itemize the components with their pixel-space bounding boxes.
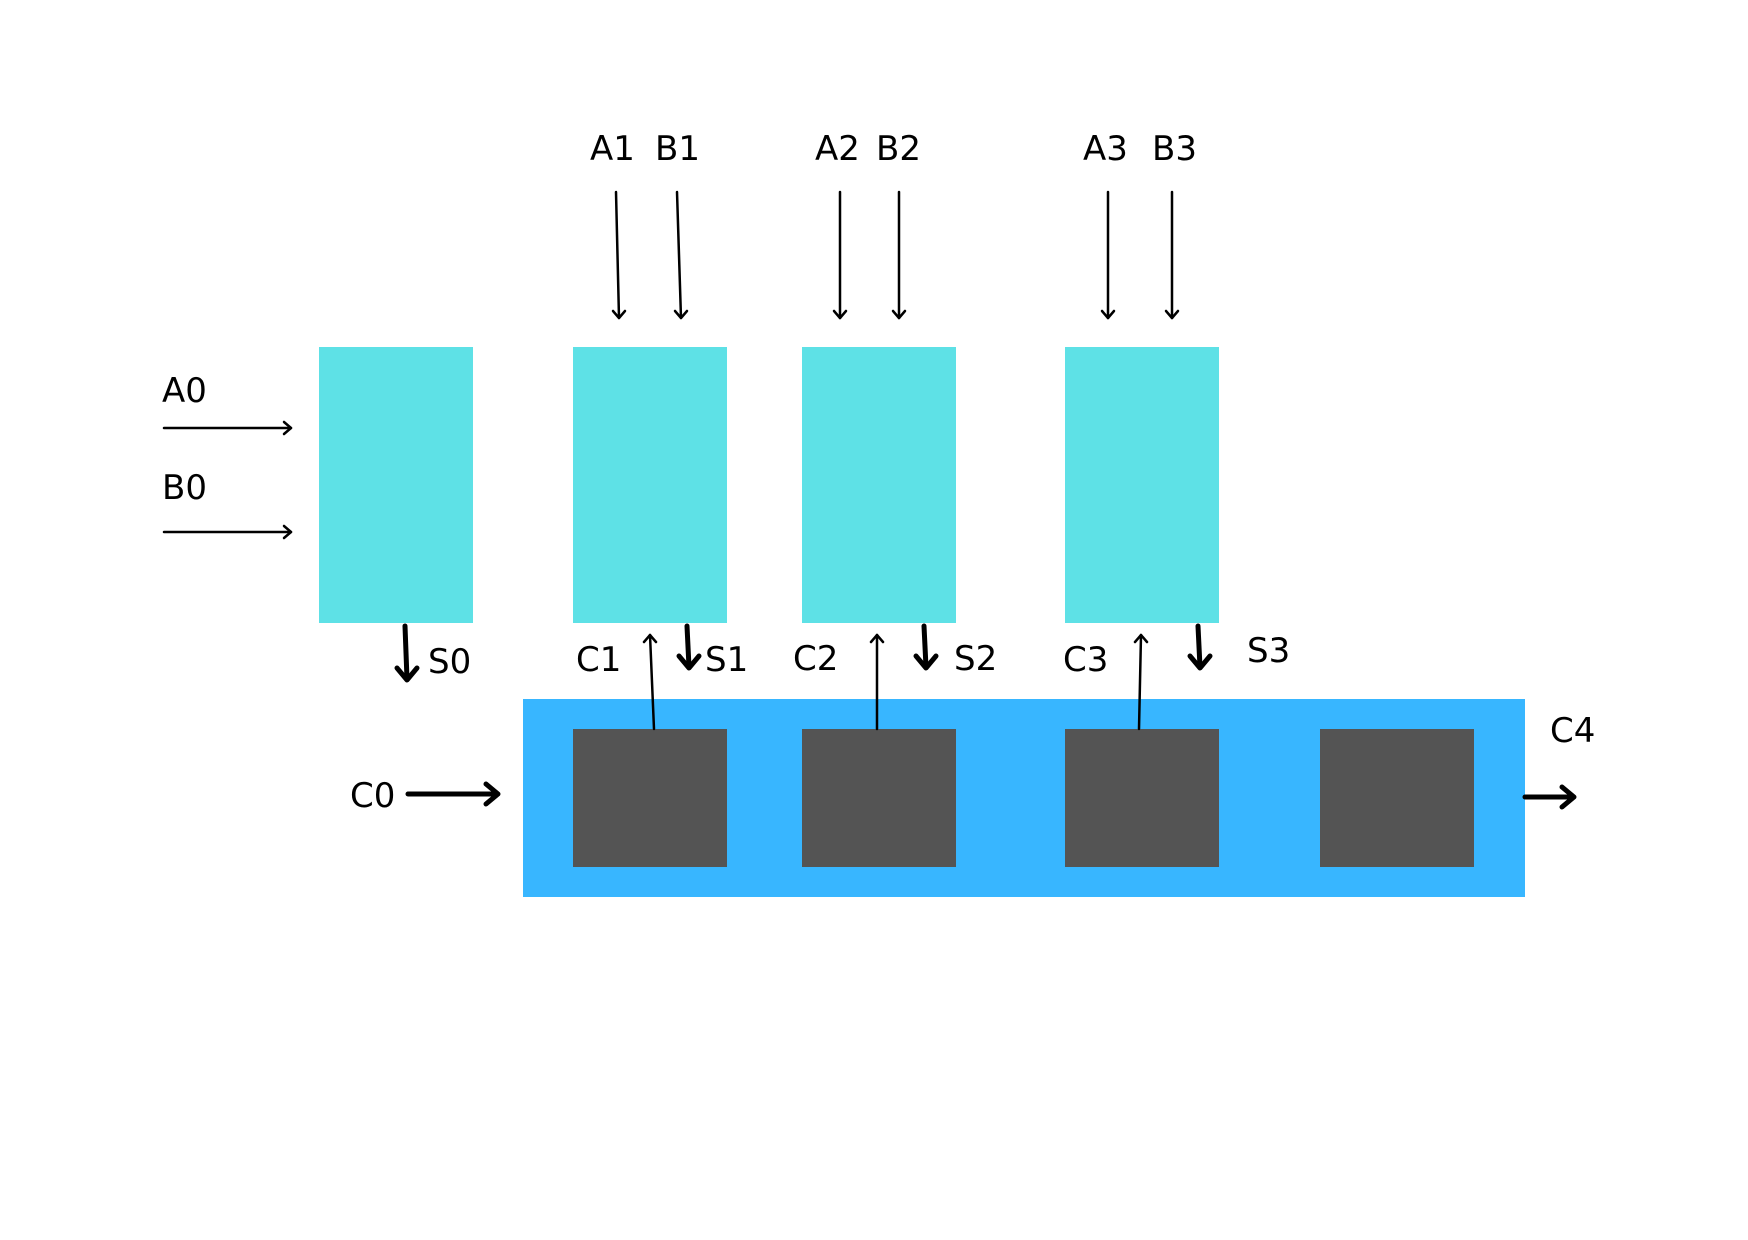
- b0-label: B0: [162, 468, 207, 508]
- s1-label: S1: [705, 640, 748, 680]
- c0-label: C0: [350, 776, 395, 816]
- s3-arrow: [1187, 623, 1213, 671]
- c0-arrow: [405, 781, 501, 807]
- c4-label: C4: [1550, 711, 1595, 751]
- adder-block-1: [573, 347, 727, 623]
- c2-label: C2: [793, 639, 838, 679]
- adder-block-3: [1065, 347, 1219, 623]
- b2-label: B2: [876, 129, 921, 169]
- c1-arrow: [642, 633, 658, 731]
- carry-cell-2: [802, 729, 956, 867]
- b1-label: B1: [655, 129, 700, 169]
- s0-arrow: [394, 623, 420, 683]
- c1-label: C1: [576, 640, 621, 680]
- adder-block-0: [319, 347, 473, 623]
- a0-arrow: [162, 420, 293, 436]
- carry-cell-3: [1065, 729, 1219, 867]
- b0-arrow: [162, 524, 293, 540]
- a0-label: A0: [162, 371, 207, 411]
- s2-arrow: [913, 623, 939, 671]
- s3-label: S3: [1247, 631, 1290, 671]
- a1-label: A1: [590, 129, 635, 169]
- a2-arrow: [832, 190, 848, 320]
- a3-label: A3: [1083, 129, 1128, 169]
- c3-arrow: [1133, 633, 1149, 731]
- a3-arrow: [1100, 190, 1116, 320]
- c4-arrow: [1522, 784, 1577, 810]
- a2-label: A2: [815, 129, 860, 169]
- s0-label: S0: [428, 642, 471, 682]
- b3-label: B3: [1152, 129, 1197, 169]
- carry-cell-4: [1320, 729, 1474, 867]
- c3-label: C3: [1063, 640, 1108, 680]
- s2-label: S2: [954, 639, 997, 679]
- b3-arrow: [1164, 190, 1180, 320]
- a1-arrow: [611, 190, 627, 320]
- c2-arrow: [869, 633, 885, 731]
- b1-arrow: [673, 190, 689, 320]
- b2-arrow: [891, 190, 907, 320]
- s1-arrow: [676, 623, 702, 671]
- carry-cell-1: [573, 729, 727, 867]
- adder-block-2: [802, 347, 956, 623]
